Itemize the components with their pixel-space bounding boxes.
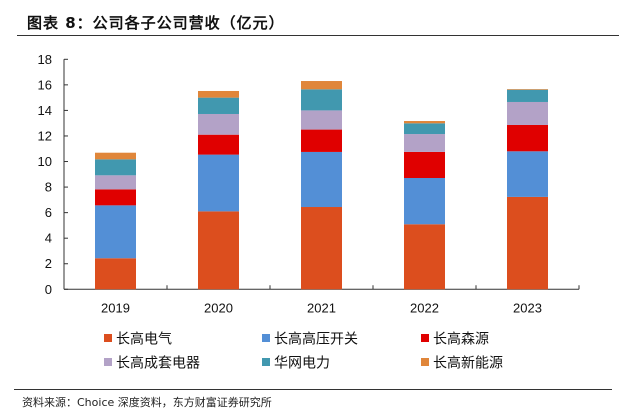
bar-segment: [198, 90, 239, 98]
x-tick-label: 2022: [410, 300, 439, 315]
y-tick-label: 18: [38, 52, 52, 67]
bar-segment: [95, 175, 136, 190]
bar-segment: [404, 123, 445, 135]
bar-segment: [301, 207, 342, 290]
bar-segment: [95, 159, 136, 176]
bar-segment: [507, 101, 548, 125]
bar-segment: [507, 89, 548, 90]
y-tick-label: 2: [45, 256, 52, 271]
bar-segment: [404, 151, 445, 179]
x-tick-label: 2021: [307, 300, 336, 315]
y-tick-label: 14: [38, 103, 52, 118]
bar-segment: [95, 189, 136, 206]
bar-segment: [404, 178, 445, 225]
y-tick-label: 4: [45, 231, 52, 246]
bar-segment: [198, 154, 239, 212]
y-tick-label: 6: [45, 205, 52, 220]
source-divider: [14, 389, 612, 390]
legend-swatch: [262, 334, 270, 342]
x-tick-label: 2019: [101, 300, 130, 315]
bar-segment: [301, 151, 342, 208]
legend-swatch: [262, 358, 270, 366]
x-tick-label: 2023: [513, 300, 542, 315]
legend-swatch: [421, 358, 429, 366]
bar-segment: [507, 89, 548, 102]
bar-segment: [301, 81, 342, 90]
bar-segment: [301, 129, 342, 152]
legend-label: 长高高压开关: [274, 331, 358, 348]
legend-swatch: [104, 358, 112, 366]
y-tick-label: 0: [45, 282, 52, 297]
bar-segment: [95, 205, 136, 259]
legend-swatch: [104, 334, 112, 342]
bar-segment: [404, 224, 445, 290]
legend-label: 长高成套电器: [116, 355, 200, 372]
x-tick-label: 2020: [204, 300, 233, 315]
bar-segment: [404, 134, 445, 152]
title-divider: [17, 35, 619, 36]
y-tick-label: 12: [38, 128, 52, 143]
bar-segment: [95, 152, 136, 160]
y-tick-label: 16: [38, 77, 52, 92]
bar-segment: [198, 97, 239, 114]
bar-segment: [301, 89, 342, 111]
bar-segment: [507, 196, 548, 290]
bar-segment: [507, 124, 548, 152]
bar-segment: [198, 134, 239, 155]
bar-segment: [301, 110, 342, 130]
bar-segment: [198, 211, 239, 290]
legend-label: 长高新能源: [433, 355, 503, 372]
bar-segment: [507, 151, 548, 197]
legend-label: 长高森源: [433, 331, 489, 348]
legend-label: 华网电力: [274, 356, 330, 372]
bar-segment: [404, 121, 445, 124]
legend-label: 长高电气: [116, 331, 172, 348]
y-tick-label: 8: [45, 180, 52, 195]
bar-segment: [95, 258, 136, 290]
y-tick-label: 10: [38, 154, 52, 169]
source-note: 资料来源：Choice 深度资料，东方财富证券研究所: [22, 396, 272, 409]
chart-title: 图表 8：公司各子公司营收（亿元）: [27, 14, 285, 32]
legend-swatch: [421, 334, 429, 342]
bar-segment: [198, 113, 239, 135]
